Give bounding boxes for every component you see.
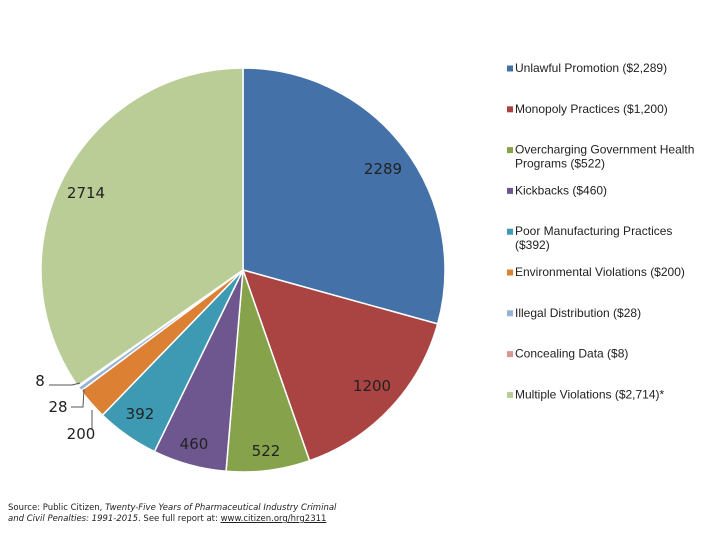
legend-swatch-illegal-distribution — [507, 310, 513, 317]
legend: Unlawful Promotion ($2,289) Monopoly Prac… — [507, 61, 694, 401]
legend-swatch-environmental-violations — [507, 269, 513, 276]
legend-item-environmental-violations: Environmental Violations ($200) — [515, 265, 685, 279]
legend-item-illegal-distribution: Illegal Distribution ($28) — [515, 306, 641, 320]
legend-swatch-overcharging-government-health-programs — [507, 147, 513, 154]
legend-swatch-unlawful-promotion — [507, 65, 513, 72]
legend-swatch-monopoly-practices — [507, 106, 513, 113]
data-label-monopoly-practices: 1200 — [353, 377, 391, 395]
leader-line-illegal-distribution — [71, 388, 85, 408]
data-label-environmental-violations: 200 — [67, 425, 96, 443]
data-label-kickbacks: 460 — [180, 435, 209, 453]
legend-item-concealing-data: Concealing Data ($8) — [515, 347, 628, 361]
legend-item-kickbacks: Kickbacks ($460) — [515, 183, 607, 197]
pie-slice-multiple-violations — [40, 67, 244, 388]
legend-swatch-multiple-violations — [507, 391, 513, 398]
pie-slice-monopoly-practices — [241, 268, 439, 462]
source-url[interactable]: www.citizen.org/hrg2311 — [220, 514, 327, 524]
legend-item-monopoly-practices: Monopoly Practices ($1,200) — [515, 102, 668, 116]
legend-swatch-kickbacks — [507, 187, 513, 194]
source-note: Source: Public Citizen, Twenty-Five Year… — [8, 503, 338, 525]
pie-slices — [40, 67, 446, 473]
data-label-concealing-data: 8 — [35, 372, 45, 390]
data-label-illegal-distribution: 28 — [48, 398, 67, 416]
legend-item-unlawful-promotion: Unlawful Promotion ($2,289) — [515, 61, 667, 75]
data-label-multiple-violations: 2714 — [67, 184, 105, 202]
legend-swatch-concealing-data — [507, 351, 513, 358]
legend-item-overcharging-government-health-programs: Overcharging Government Health Programs (… — [515, 143, 694, 171]
source-middle: . See full report at: — [138, 514, 221, 524]
data-label-overcharging-government-health-programs: 522 — [252, 442, 281, 460]
leader-line-concealing-data — [49, 382, 81, 386]
legend-item-multiple-violations: Multiple Violations ($2,714)* — [515, 387, 665, 401]
data-label-unlawful-promotion: 2289 — [364, 160, 402, 178]
pie-slice-unlawful-promotion — [242, 67, 446, 325]
source-prefix: Source: Public Citizen, — [8, 503, 106, 513]
legend-swatch-poor-manufacturing-practices — [507, 228, 513, 235]
data-label-poor-manufacturing-practices: 392 — [126, 405, 155, 423]
legend-item-poor-manufacturing-practices: Poor Manufacturing Practices ($392) — [515, 224, 672, 252]
source-report-title: Twenty-Five Years of Pharmaceutical Indu… — [8, 503, 337, 524]
leader-lines — [49, 382, 93, 430]
